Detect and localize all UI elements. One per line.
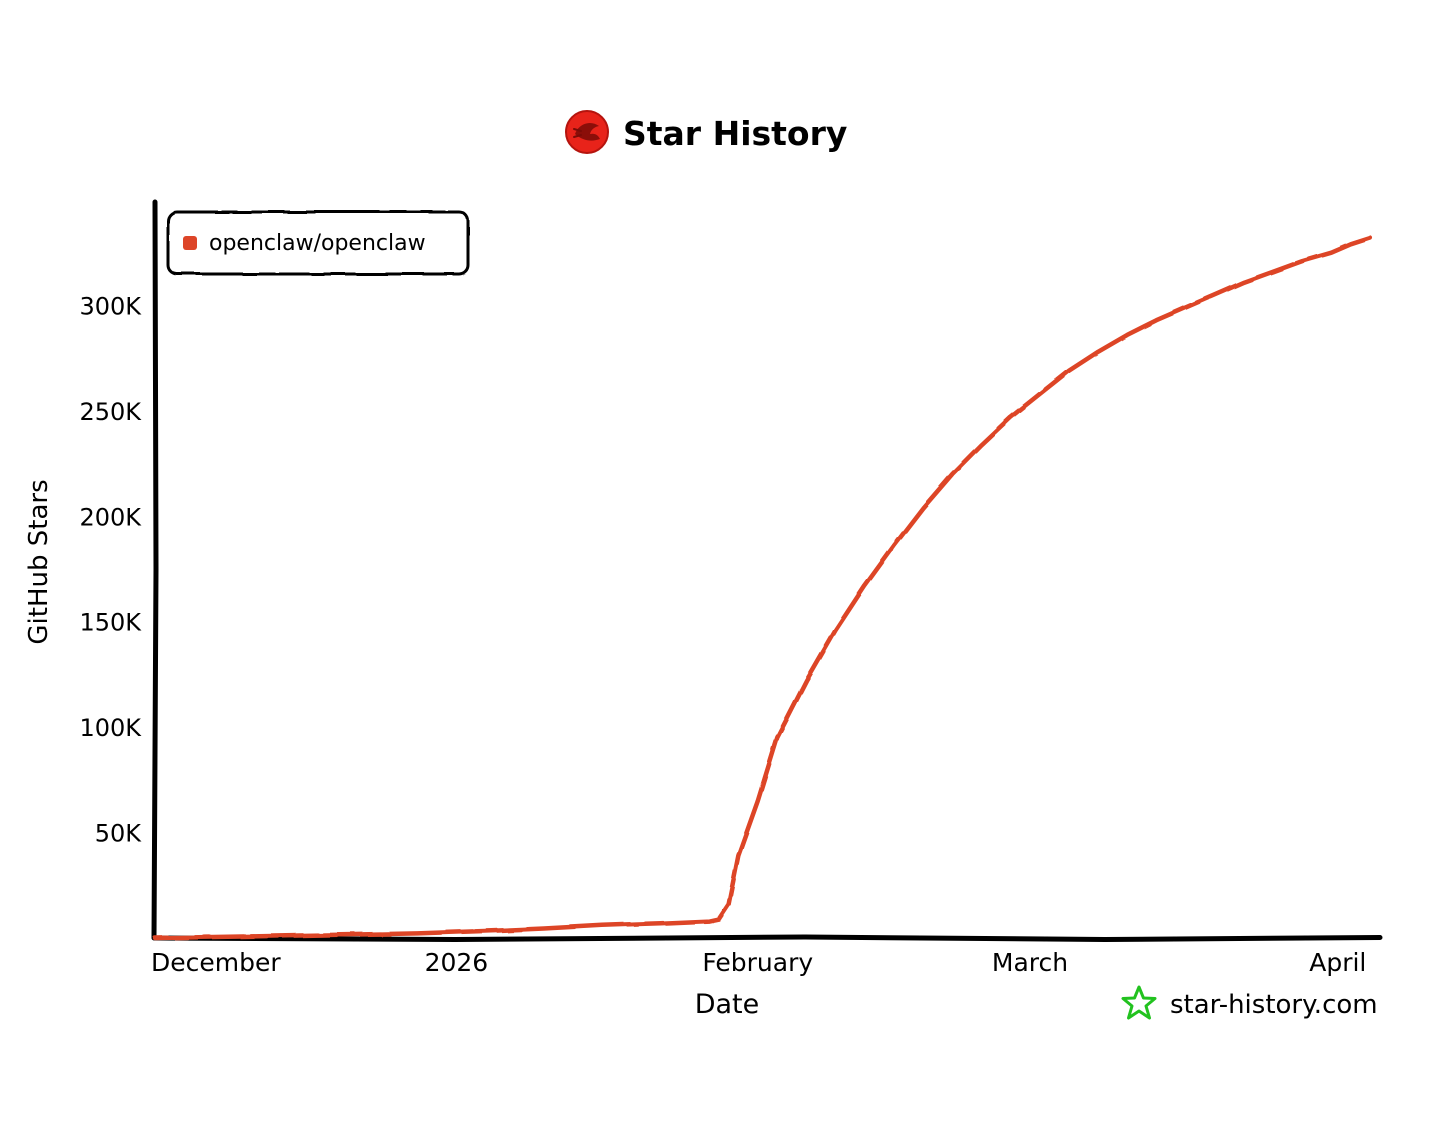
chart-series (152, 235, 1373, 941)
x-tick-label: December (151, 948, 281, 977)
chart-axes (151, 199, 1383, 943)
legend-entry-openclaw: openclaw/openclaw (209, 231, 426, 256)
chart-header: Star History (565, 110, 847, 154)
y-tick-label: 200K (79, 503, 142, 531)
x-axis-label: Date (695, 989, 760, 1020)
watermark-text: star-history.com (1170, 990, 1378, 1020)
series-line-openclaw (152, 235, 1373, 941)
y-axis-line (151, 199, 159, 941)
star-outline-icon (1121, 985, 1157, 1020)
y-tick-label: 150K (79, 609, 142, 637)
x-tick-label: March (992, 948, 1068, 977)
x-axis-line (152, 934, 1383, 943)
x-tick-label: April (1309, 948, 1366, 977)
y-axis-ticks: 50K 100K 150K 200K 250K 300K (79, 292, 142, 847)
x-tick-label: February (702, 948, 813, 977)
legend-swatch (183, 236, 197, 250)
watermark[interactable]: star-history.com (1121, 985, 1378, 1020)
x-axis-ticks: December 2026 February March April (151, 948, 1366, 977)
y-tick-label: 250K (79, 398, 142, 426)
legend-box (166, 210, 470, 276)
chart-legend: openclaw/openclaw (166, 210, 470, 276)
y-tick-label: 50K (95, 820, 143, 848)
star-history-logo-icon (565, 110, 609, 154)
y-tick-label: 300K (79, 292, 142, 320)
x-tick-label: 2026 (425, 948, 489, 977)
chart-title: Star History (623, 114, 847, 153)
y-tick-label: 100K (79, 714, 142, 742)
y-axis-label: GitHub Stars (24, 479, 54, 644)
